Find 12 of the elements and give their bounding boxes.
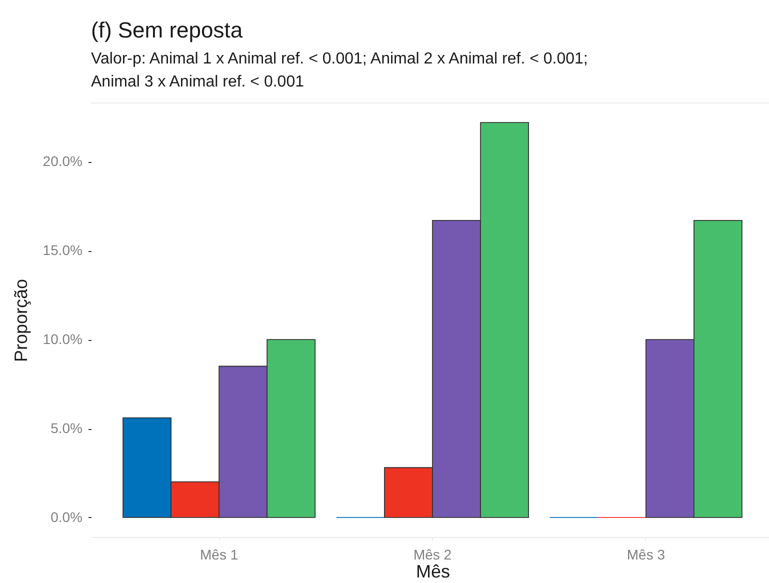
y-tick-label: 20.0% (42, 153, 82, 170)
y-axis-title: Proporção (10, 278, 31, 362)
y-tick-label: 5.0% (50, 420, 82, 436)
chart-subtitle: Valor-p: Animal 1 x Animal ref. < 0.001; Animal 2 x Animal ref. < 0.001; Animal 3 x Animal ref. < 0.001 (91, 50, 588, 90)
x-tick-label: Mês 3 (626, 546, 666, 562)
y-tick-label: 10.0% (42, 331, 82, 348)
y-tick-label: 0.0% (50, 508, 82, 525)
y-tick-label: 15.0% (42, 242, 82, 258)
x-axis-title: Mês (416, 562, 450, 582)
x-tick-label: Mês 2 (413, 546, 452, 562)
x-tick-label: Mês 1 (200, 546, 238, 562)
chart-title: (f) Sem reposta (91, 18, 244, 42)
